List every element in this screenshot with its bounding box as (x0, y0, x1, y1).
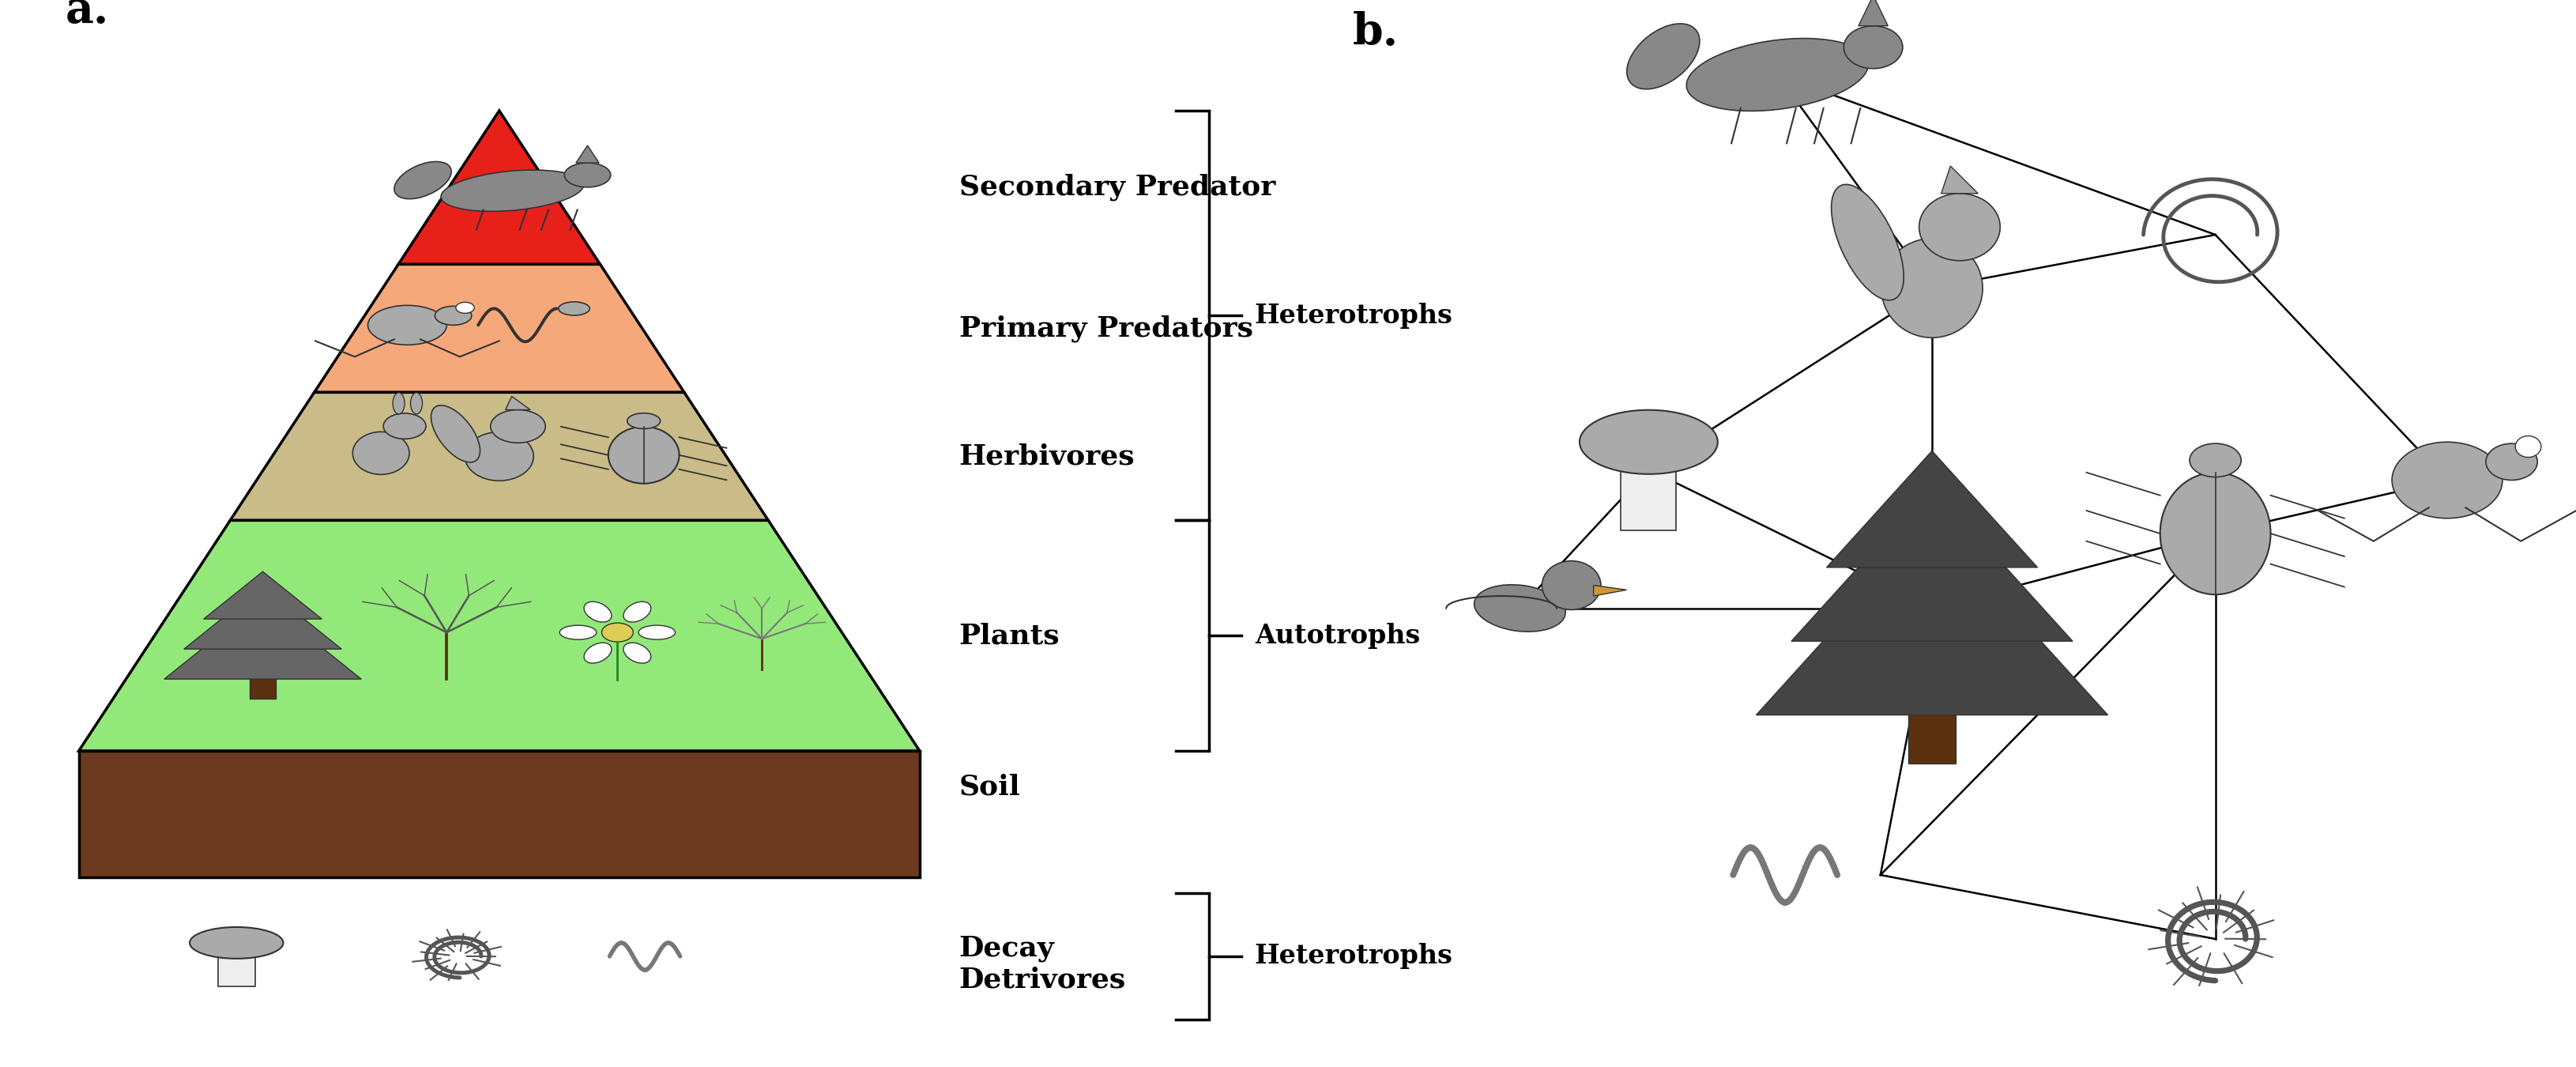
Ellipse shape (1473, 585, 1566, 632)
Ellipse shape (2393, 442, 2501, 519)
Polygon shape (229, 393, 768, 521)
Ellipse shape (2486, 444, 2537, 480)
Polygon shape (399, 111, 600, 265)
Polygon shape (183, 586, 343, 649)
Text: Herbivores: Herbivores (958, 443, 1136, 469)
Bar (80, 751, 920, 877)
Ellipse shape (585, 602, 611, 622)
Text: Decay
Detrivores: Decay Detrivores (958, 936, 1126, 993)
Bar (1909, 705, 1955, 764)
Circle shape (1919, 193, 1999, 260)
Text: Heterotrophs: Heterotrophs (1255, 943, 1453, 970)
Ellipse shape (2161, 473, 2269, 594)
Ellipse shape (608, 427, 680, 483)
Text: Autotrophs: Autotrophs (1255, 622, 1419, 649)
Polygon shape (1857, 0, 1888, 26)
Bar (1620, 462, 1677, 530)
Text: Soil: Soil (958, 773, 1020, 800)
Text: a.: a. (67, 0, 108, 33)
Ellipse shape (564, 163, 611, 187)
Ellipse shape (1579, 410, 1718, 474)
Ellipse shape (1880, 239, 1984, 337)
Circle shape (603, 623, 634, 642)
Ellipse shape (394, 161, 451, 198)
Text: Heterotrophs: Heterotrophs (1255, 302, 1453, 329)
Ellipse shape (410, 393, 422, 414)
Polygon shape (577, 145, 600, 163)
Ellipse shape (559, 302, 590, 316)
Polygon shape (505, 396, 531, 410)
Circle shape (489, 410, 546, 443)
Ellipse shape (392, 393, 404, 414)
Ellipse shape (1687, 38, 1868, 111)
Polygon shape (1595, 586, 1625, 596)
Ellipse shape (368, 305, 446, 345)
Ellipse shape (1628, 23, 1700, 90)
Circle shape (1543, 561, 1600, 609)
Ellipse shape (464, 432, 533, 481)
Polygon shape (165, 600, 361, 679)
Polygon shape (1942, 166, 1978, 193)
Text: Secondary Predator: Secondary Predator (958, 174, 1275, 201)
Ellipse shape (440, 170, 585, 211)
Text: Primary Predators: Primary Predators (958, 315, 1252, 341)
Circle shape (2514, 436, 2540, 458)
Text: b.: b. (1352, 11, 1399, 54)
Bar (219, 953, 255, 986)
Ellipse shape (2190, 444, 2241, 477)
Ellipse shape (1844, 26, 1904, 68)
Ellipse shape (435, 306, 471, 325)
Ellipse shape (639, 625, 675, 639)
Ellipse shape (559, 625, 598, 639)
Circle shape (456, 302, 474, 314)
Text: Plants: Plants (958, 622, 1059, 649)
Polygon shape (1826, 451, 2038, 568)
Ellipse shape (191, 927, 283, 958)
Ellipse shape (585, 642, 611, 664)
Polygon shape (1757, 521, 2107, 715)
Polygon shape (1790, 485, 2074, 641)
Ellipse shape (626, 413, 659, 429)
Ellipse shape (1832, 185, 1904, 300)
Polygon shape (314, 265, 685, 393)
Polygon shape (204, 572, 322, 619)
Ellipse shape (623, 642, 652, 664)
Polygon shape (80, 521, 920, 751)
Bar (250, 675, 276, 699)
Circle shape (384, 413, 425, 439)
Ellipse shape (623, 602, 652, 622)
Ellipse shape (353, 432, 410, 475)
Ellipse shape (430, 405, 479, 462)
